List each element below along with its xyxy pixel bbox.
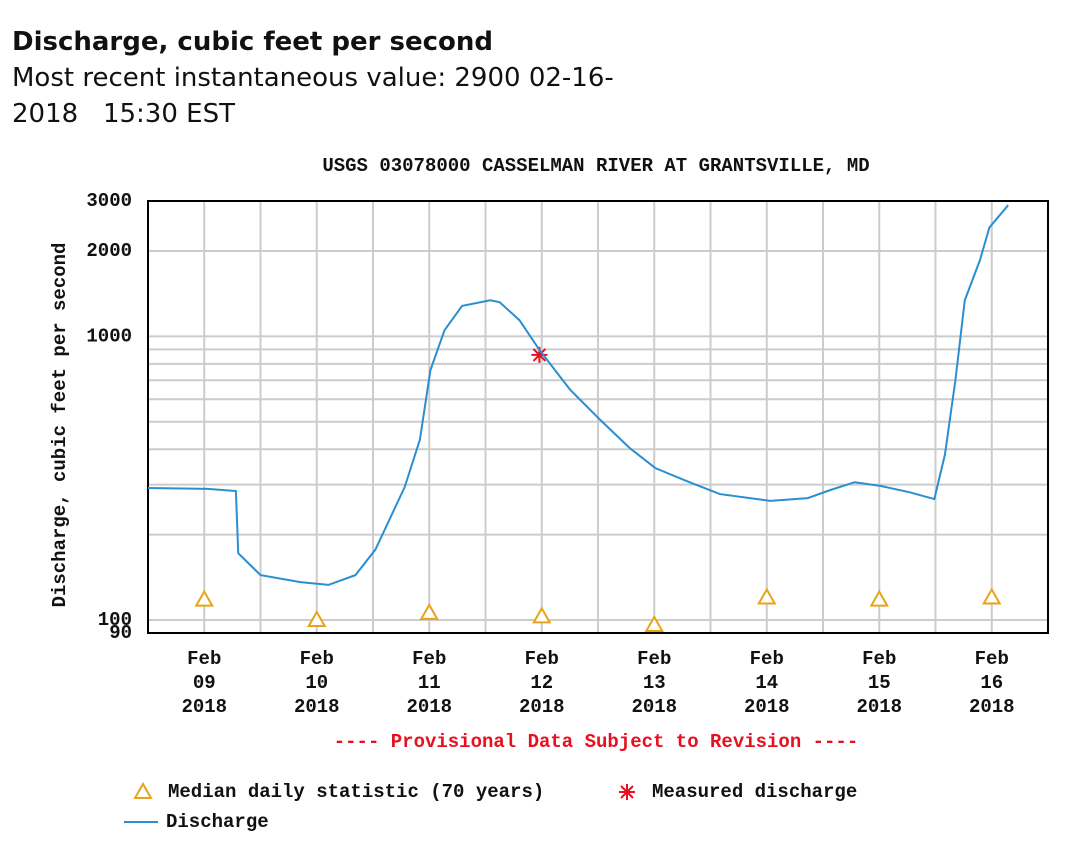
x-tick-label: 2018 bbox=[856, 696, 902, 718]
discharge-line bbox=[147, 204, 1009, 586]
x-tick-label: Feb bbox=[525, 648, 559, 670]
y-tick-label: 100 bbox=[98, 609, 132, 631]
x-tick-label: 2018 bbox=[969, 696, 1015, 718]
legend-label: Discharge bbox=[166, 811, 269, 833]
plot-border bbox=[147, 200, 1049, 634]
y-tick-label: 2000 bbox=[86, 240, 132, 262]
x-tick-label: 2018 bbox=[181, 696, 227, 718]
chart-title: USGS 03078000 CASSELMAN RIVER AT GRANTSV… bbox=[322, 155, 869, 177]
x-tick-label: Feb bbox=[412, 648, 446, 670]
x-tick-label: Feb bbox=[187, 648, 221, 670]
x-tick-label: 10 bbox=[305, 672, 328, 694]
triangle-marker bbox=[757, 587, 777, 605]
header: Discharge, cubic feet per second Most re… bbox=[12, 24, 632, 132]
triangle-marker bbox=[644, 615, 664, 633]
x-tick-label: Feb bbox=[750, 648, 784, 670]
triangle-marker bbox=[194, 589, 214, 607]
x-tick-label: Feb bbox=[862, 648, 896, 670]
x-tick-label: Feb bbox=[637, 648, 671, 670]
y-tick-label: 3000 bbox=[86, 190, 132, 212]
x-tick-label: 15 bbox=[868, 672, 891, 694]
header-subtitle: Most recent instantaneous value: 2900 02… bbox=[12, 63, 614, 129]
legend-marker bbox=[619, 784, 635, 800]
legend-marker bbox=[133, 781, 153, 799]
x-tick-label: 09 bbox=[193, 672, 216, 694]
x-tick-label: 2018 bbox=[744, 696, 790, 718]
asterisk-marker bbox=[531, 346, 548, 363]
x-tick-label: 13 bbox=[643, 672, 666, 694]
x-tick-label: Feb bbox=[975, 648, 1009, 670]
legend-label: Median daily statistic (70 years) bbox=[168, 781, 544, 803]
y-tick-label: 90 bbox=[109, 622, 132, 644]
x-tick-label: Feb bbox=[300, 648, 334, 670]
x-tick-label: 2018 bbox=[631, 696, 677, 718]
x-tick-label: 2018 bbox=[294, 696, 340, 718]
x-tick-label: 11 bbox=[418, 672, 441, 694]
x-tick-label: 12 bbox=[530, 672, 553, 694]
triangle-marker bbox=[869, 589, 889, 607]
x-tick-label: 16 bbox=[980, 672, 1003, 694]
note: ---- Provisional Data Subject to Revisio… bbox=[334, 731, 859, 753]
triangle-marker bbox=[307, 610, 327, 628]
triangle-marker bbox=[982, 587, 1002, 605]
x-tick-label: 2018 bbox=[519, 696, 565, 718]
legend-label: Measured discharge bbox=[652, 781, 857, 803]
y-axis-label: Discharge, cubic feet per second bbox=[49, 243, 71, 608]
x-tick-label: 14 bbox=[755, 672, 778, 694]
header-title: Discharge, cubic feet per second bbox=[12, 27, 494, 57]
triangle-marker bbox=[419, 602, 439, 620]
x-tick-label: 2018 bbox=[406, 696, 452, 718]
triangle-marker bbox=[532, 606, 552, 624]
y-tick-label: 1000 bbox=[86, 325, 132, 347]
